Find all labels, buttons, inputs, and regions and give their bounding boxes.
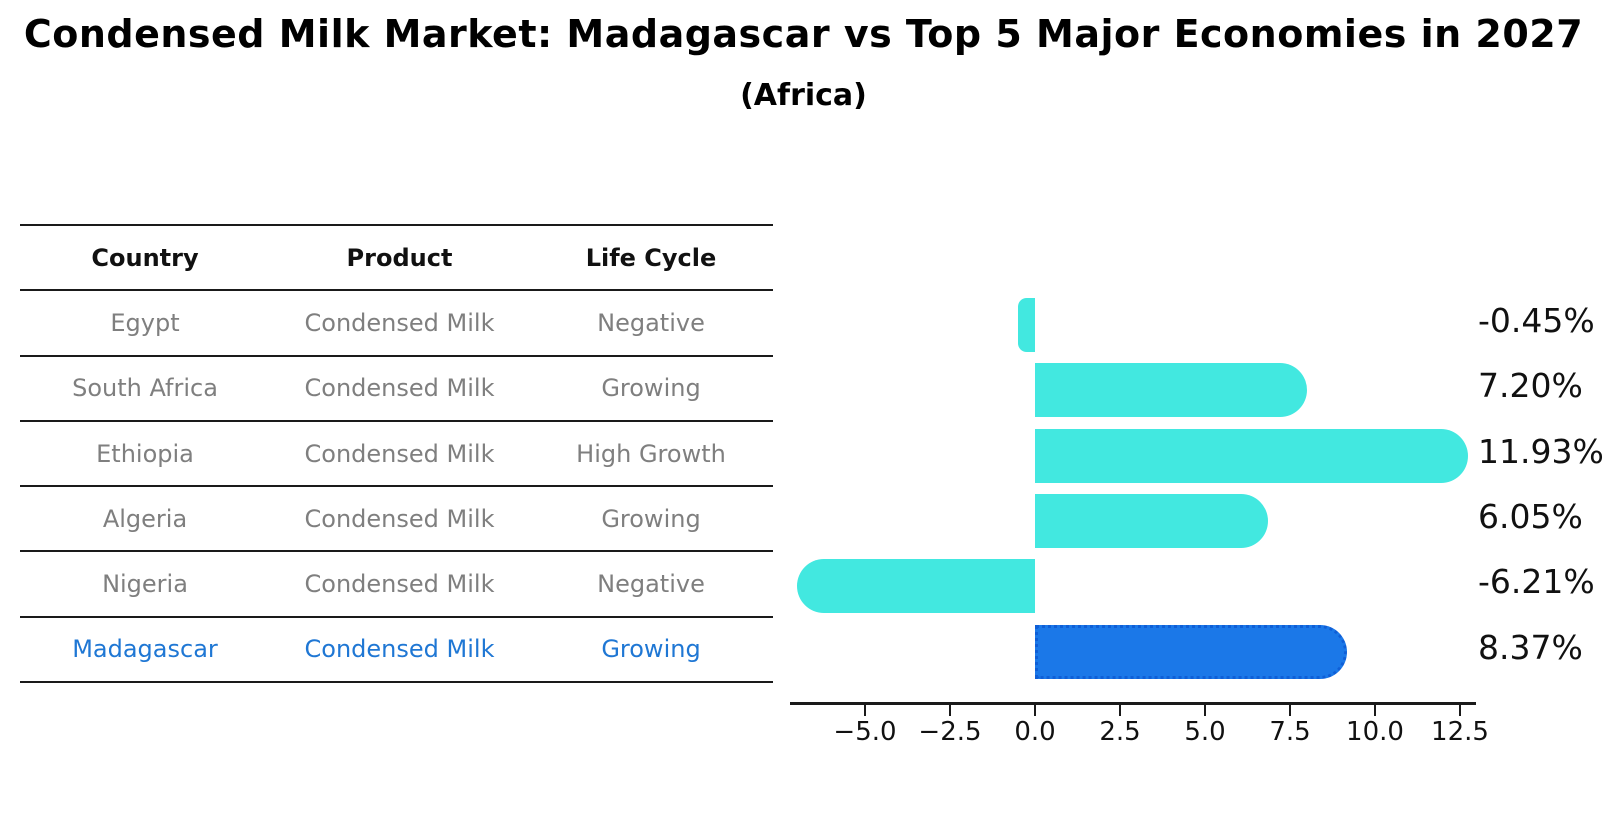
cell-country: Egypt: [110, 308, 180, 337]
value-label-madagascar: 8.37%: [1478, 627, 1583, 667]
cell-lifecycle: Negative: [597, 308, 705, 337]
cell-lifecycle: Negative: [597, 570, 705, 599]
table-row-ethiopia: Ethiopia Condensed Milk High Growth: [20, 422, 773, 488]
cell-country: Algeria: [102, 504, 188, 533]
x-axis-tick-label: −2.5: [918, 717, 982, 747]
bar-egypt: [1017, 298, 1035, 352]
comparison-table: Country Product Life Cycle Egypt Condense…: [20, 224, 773, 684]
cell-product: Condensed Milk: [304, 439, 495, 468]
value-label-egypt: -0.45%: [1478, 301, 1595, 340]
value-label-ethiopia: 11.93%: [1478, 431, 1604, 471]
cell-country: Madagascar: [72, 635, 218, 664]
x-axis-tick-label: 2.5: [1099, 717, 1141, 747]
cell-country: South Africa: [72, 374, 218, 403]
cell-product: Condensed Milk: [304, 308, 495, 337]
x-axis-tick: [1119, 705, 1121, 716]
value-label-south-africa: 7.20%: [1478, 366, 1583, 406]
cell-product: Condensed Milk: [304, 570, 495, 599]
x-axis-tick: [949, 705, 951, 716]
cell-country: Ethiopia: [96, 439, 194, 468]
x-axis-line: [790, 702, 1476, 705]
x-axis-tick-label: 7.5: [1269, 717, 1311, 747]
table-header-row: Country Product Life Cycle: [20, 226, 773, 292]
table-row-madagascar: Madagascar Condensed Milk Growing: [20, 618, 773, 684]
table-row-algeria: Algeria Condensed Milk Growing: [20, 487, 773, 553]
cell-lifecycle: Growing: [601, 504, 701, 533]
col-header-country: Country: [91, 243, 199, 272]
page-subtitle: (Africa): [740, 78, 867, 113]
page-title: Condensed Milk Market: Madagascar vs Top…: [23, 12, 1584, 56]
bar-ethiopia: [1035, 428, 1468, 483]
x-axis-tick-label: 12.5: [1431, 717, 1489, 747]
table-row-south-africa: South Africa Condensed Milk Growing: [20, 357, 773, 422]
cell-country: Nigeria: [102, 570, 188, 599]
col-header-product: Product: [346, 243, 453, 272]
table-body: Egypt Condensed Milk Negative South Africa C…: [20, 291, 773, 684]
cell-lifecycle: High Growth: [576, 439, 726, 468]
x-axis-tick-label: 10.0: [1346, 717, 1404, 747]
bar-algeria: [1035, 493, 1268, 548]
cell-lifecycle: Growing: [601, 635, 701, 664]
x-axis-tick: [1289, 705, 1291, 716]
bar-madagascar: [1035, 624, 1347, 679]
x-axis-tick: [1374, 705, 1376, 716]
value-label-nigeria: -6.21%: [1478, 562, 1595, 602]
cell-product: Condensed Milk: [304, 635, 495, 664]
cell-product: Condensed Milk: [304, 374, 495, 403]
x-axis-tick: [1204, 705, 1206, 716]
cell-product: Condensed Milk: [304, 504, 495, 533]
bar-nigeria: [796, 559, 1035, 614]
bar-south-africa: [1035, 363, 1307, 418]
value-label-algeria: 6.05%: [1478, 496, 1583, 536]
table-row-nigeria: Nigeria Condensed Milk Negative: [20, 552, 773, 618]
x-axis-tick-label: −5.0: [833, 717, 897, 747]
table-row-egypt: Egypt Condensed Milk Negative: [20, 291, 773, 357]
x-axis-tick: [1034, 705, 1036, 716]
x-axis-tick-label: 5.0: [1184, 717, 1226, 747]
x-axis-tick: [1459, 705, 1461, 716]
cell-lifecycle: Growing: [601, 374, 701, 403]
col-header-lifecycle: Life Cycle: [585, 243, 717, 272]
x-axis-tick-label: 0.0: [1014, 717, 1056, 747]
x-axis-tick: [864, 705, 866, 716]
